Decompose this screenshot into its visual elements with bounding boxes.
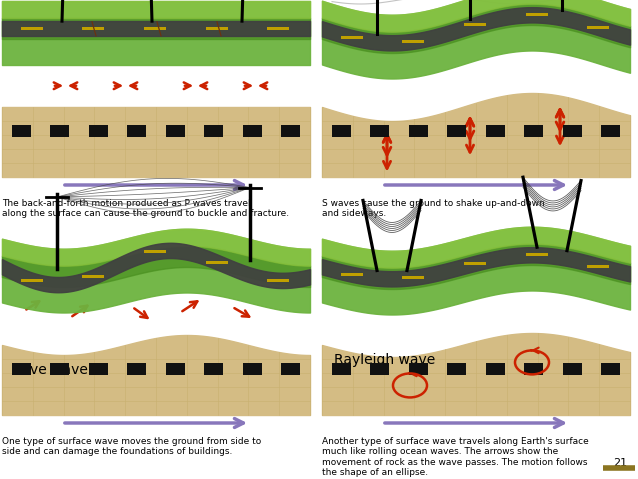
Bar — [601, 363, 620, 375]
Bar — [281, 125, 300, 137]
Bar — [587, 264, 609, 268]
Text: S waves cause the ground to shake up-and-down
and sideways.: S waves cause the ground to shake up-and… — [322, 199, 545, 218]
Bar — [370, 363, 389, 375]
Bar — [11, 125, 31, 137]
Bar — [144, 251, 166, 253]
Bar — [563, 363, 582, 375]
Bar — [563, 125, 582, 137]
Text: 21: 21 — [613, 458, 627, 468]
Bar — [166, 363, 185, 375]
Bar — [127, 125, 146, 137]
Bar — [11, 363, 31, 375]
Bar — [464, 23, 486, 26]
Bar — [464, 262, 486, 265]
Bar — [204, 125, 223, 137]
Bar — [242, 125, 262, 137]
Bar — [50, 125, 70, 137]
Bar — [166, 125, 185, 137]
Text: Rayleigh wave: Rayleigh wave — [334, 354, 435, 367]
Bar — [267, 27, 289, 30]
Bar — [50, 363, 70, 375]
Bar — [408, 363, 428, 375]
Bar — [403, 40, 424, 43]
Bar — [89, 125, 108, 137]
Bar — [486, 363, 505, 375]
Bar — [332, 125, 351, 137]
Bar — [242, 363, 262, 375]
Bar — [341, 273, 363, 276]
Bar — [447, 363, 466, 375]
Bar — [601, 125, 620, 137]
Text: Love wave: Love wave — [14, 363, 88, 376]
Bar — [267, 279, 289, 282]
Bar — [82, 27, 105, 30]
Bar — [408, 125, 428, 137]
Bar — [205, 261, 228, 263]
Bar — [21, 279, 43, 282]
Bar — [82, 275, 105, 278]
Bar — [204, 363, 223, 375]
Bar — [205, 27, 228, 30]
Bar — [524, 363, 544, 375]
Bar — [370, 125, 389, 137]
Bar — [89, 363, 108, 375]
Text: The back-and-forth motion produced as P waves travel
along the surface can cause: The back-and-forth motion produced as P … — [2, 199, 289, 218]
Bar — [486, 125, 505, 137]
Bar — [526, 253, 547, 256]
Bar — [524, 125, 544, 137]
Bar — [281, 363, 300, 375]
Bar — [144, 27, 166, 30]
Bar — [526, 13, 547, 16]
Bar — [587, 26, 609, 29]
Bar — [341, 36, 363, 39]
Bar — [21, 27, 43, 30]
Bar — [403, 276, 424, 279]
Text: Another type of surface wave travels along Earth's surface
much like rolling oce: Another type of surface wave travels alo… — [322, 437, 589, 477]
Bar — [447, 125, 466, 137]
Bar — [332, 363, 351, 375]
Text: One type of surface wave moves the ground from side to
side and can damage the f: One type of surface wave moves the groun… — [2, 437, 261, 456]
Bar — [127, 363, 146, 375]
